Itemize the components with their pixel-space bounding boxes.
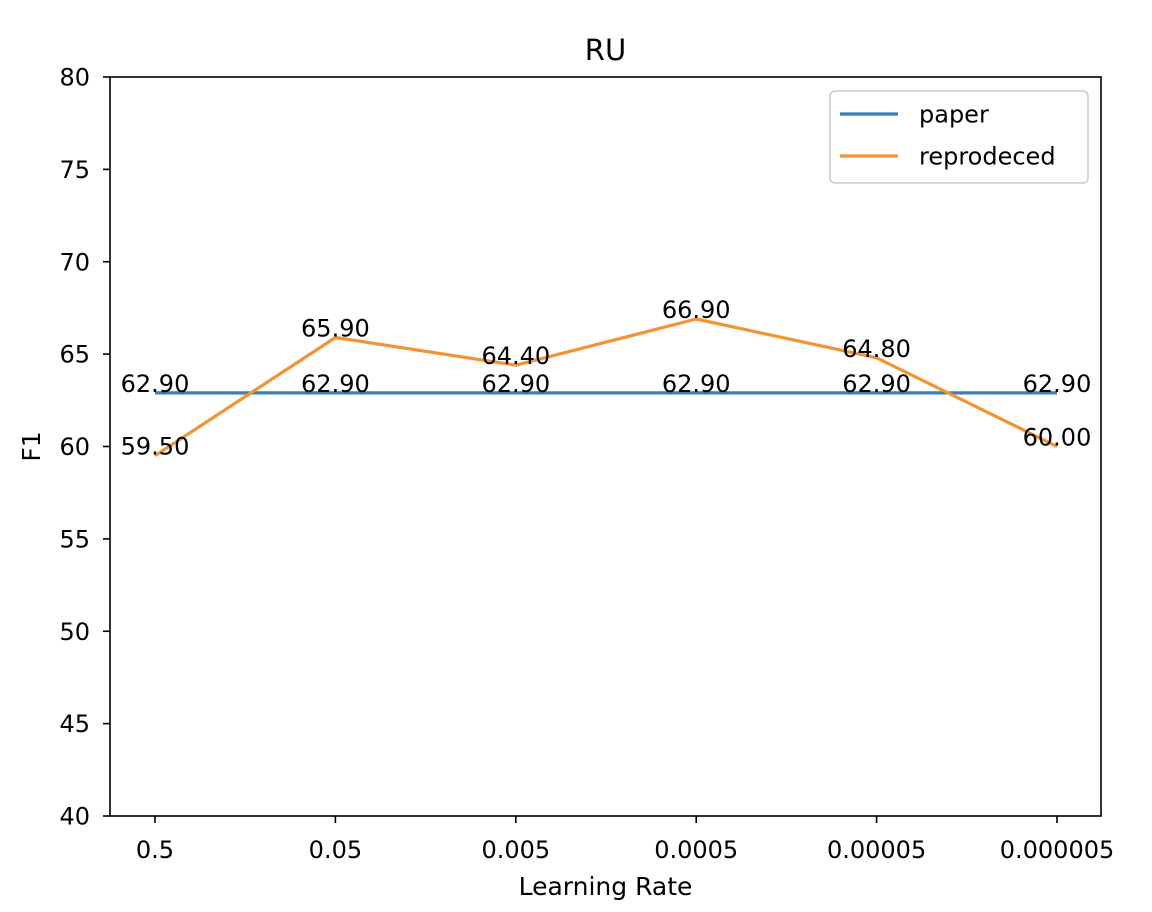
y-tick-label: 65 bbox=[59, 341, 90, 369]
data-label: 64.80 bbox=[842, 335, 911, 363]
x-tick-label: 0.005 bbox=[481, 836, 550, 864]
x-tick-label: 0.5 bbox=[136, 836, 174, 864]
y-axis: 40 45 50 55 60 65 70 75 80 bbox=[59, 64, 110, 831]
y-tick-label: 60 bbox=[59, 433, 90, 461]
y-tick-label: 80 bbox=[59, 64, 90, 92]
x-tick-label: 0.0005 bbox=[654, 836, 738, 864]
x-axis-title: Learning Rate bbox=[519, 872, 693, 901]
data-label: 60.00 bbox=[1023, 424, 1092, 452]
data-label: 64.40 bbox=[481, 342, 550, 370]
data-label: 59.50 bbox=[121, 433, 190, 461]
plot-area: 62.90 62.90 62.90 62.90 62.90 62.90 59.50 65.90… bbox=[121, 296, 1092, 461]
data-label: 62.90 bbox=[662, 370, 731, 398]
legend-label: paper bbox=[919, 101, 989, 129]
data-label: 66.90 bbox=[662, 296, 731, 324]
y-tick-label: 40 bbox=[59, 803, 90, 831]
data-label: 65.90 bbox=[301, 315, 370, 343]
x-tick-label: 0.00005 bbox=[827, 836, 926, 864]
chart-title: RU bbox=[585, 33, 626, 67]
y-axis-title: F1 bbox=[17, 431, 46, 461]
data-label: 62.90 bbox=[842, 370, 911, 398]
data-label: 62.90 bbox=[1023, 370, 1092, 398]
data-label: 62.90 bbox=[481, 370, 550, 398]
data-label: 62.90 bbox=[301, 370, 370, 398]
series-line-1 bbox=[154, 317, 1058, 458]
legend-label: reprodeced bbox=[919, 143, 1056, 171]
y-tick-label: 50 bbox=[59, 618, 90, 646]
y-tick-label: 70 bbox=[59, 248, 90, 276]
x-tick-label: 0.000005 bbox=[1000, 836, 1115, 864]
y-tick-label: 75 bbox=[59, 156, 90, 184]
x-axis: 0.5 0.05 0.005 0.0005 0.00005 0.000005 bbox=[136, 816, 1114, 864]
x-tick-label: 0.05 bbox=[309, 836, 362, 864]
y-tick-label: 55 bbox=[59, 525, 90, 553]
legend: paper reprodeced bbox=[829, 90, 1089, 184]
data-label: 62.90 bbox=[121, 370, 190, 398]
y-tick-label: 45 bbox=[59, 710, 90, 738]
